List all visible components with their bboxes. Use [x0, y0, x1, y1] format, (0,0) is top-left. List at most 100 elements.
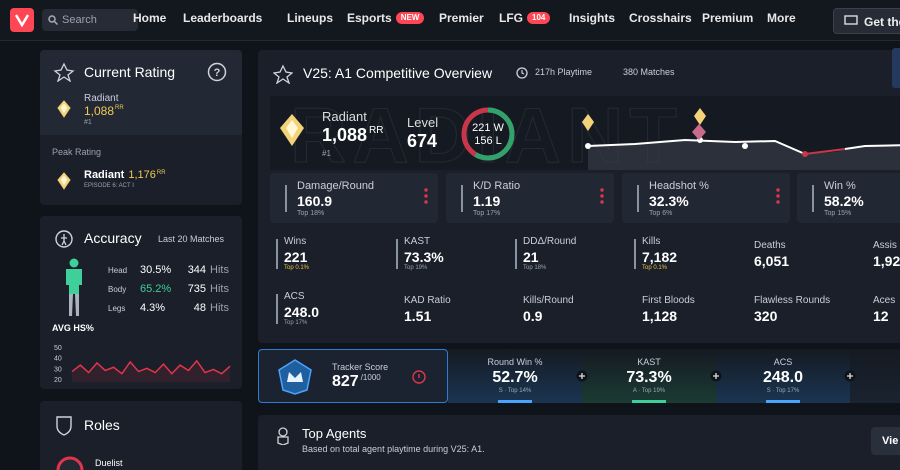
nav-label[interactable]: Home	[133, 11, 167, 25]
stat-value: 1,92	[873, 253, 900, 269]
card-subtitle: Last 20 Matches	[158, 234, 225, 244]
figure-legs	[69, 294, 79, 316]
hit-count-row: 735 Hits	[188, 284, 229, 295]
rating-icon-shape	[53, 62, 75, 82]
hit-unit: Hits	[210, 302, 229, 314]
info-ring	[412, 370, 426, 384]
level-label: Level	[407, 115, 439, 130]
stat-bar	[276, 294, 278, 324]
view-button[interactable]: Vie	[871, 427, 900, 455]
clock-hands	[521, 70, 525, 75]
rating-icon	[53, 62, 75, 82]
hero-rank: Radiant	[322, 109, 367, 124]
stat-card[interactable]: Damage/Round 160.9 Top 18%	[270, 173, 438, 223]
nav-label[interactable]: Esports	[347, 11, 392, 25]
nav-item[interactable]: LFG 104	[499, 11, 551, 25]
stat-value: 1,128	[642, 308, 678, 324]
y-tick-label: 30	[54, 366, 62, 373]
monitor-icon	[844, 15, 858, 25]
overview-card: V25: A1 Competitive Overview 217h Playtim…	[258, 48, 900, 343]
nav-label[interactable]: Insights	[569, 11, 616, 25]
nav-label[interactable]: Leaderboards	[183, 11, 263, 25]
search-handle	[53, 20, 58, 25]
card-top	[40, 50, 242, 135]
nav-item[interactable]: Crosshairs	[629, 12, 692, 24]
nav-item[interactable]: Home	[133, 12, 166, 24]
figure-body	[66, 269, 82, 294]
stat-label: Damage/Round	[297, 180, 375, 192]
top-agents-card: Top Agents Based on total agent playtime …	[258, 415, 900, 470]
kebab-dot	[600, 200, 604, 204]
nav-item[interactable]: Lineups	[287, 12, 333, 24]
nav-item[interactable]: More	[767, 12, 796, 24]
nav-item[interactable]: Insights	[569, 12, 615, 24]
losses-row: 156 L	[470, 136, 506, 147]
search-placeholder: Search	[62, 14, 97, 26]
stat-value: 320	[754, 308, 778, 324]
overview-icon	[273, 64, 293, 84]
help-icon: ?	[207, 62, 227, 82]
hit-unit: Hits	[210, 264, 229, 276]
kebab-dot	[424, 200, 428, 204]
stat-label: Wins	[284, 236, 307, 247]
hit-count-row: 48 Hits	[194, 303, 229, 314]
losses: 156	[474, 135, 493, 147]
stat-card[interactable]: Headshot % 32.3% Top 6%	[622, 173, 790, 223]
nav-label[interactable]: Premium	[702, 11, 754, 25]
stat-percentile: Top 18%	[523, 265, 547, 271]
stat-label: Kills/Round	[523, 295, 574, 306]
nav-item[interactable]: Leaderboards	[183, 12, 262, 24]
hero-unit: RR	[369, 125, 384, 136]
info-icon	[412, 370, 426, 384]
wins-row: 221 W	[470, 123, 506, 134]
rank-name: Radiant	[84, 93, 119, 104]
stat-value: 32.3%	[649, 193, 689, 209]
nav-label[interactable]: More	[767, 11, 796, 25]
nav-item[interactable]: Premier	[439, 12, 484, 24]
tracker-score[interactable]: Tracker Score 827/1000	[258, 349, 448, 403]
stat-label: Kills	[642, 236, 661, 247]
peak-episode: EPISODE 6: ACT I	[84, 183, 134, 189]
search-lens	[48, 15, 56, 23]
shield	[56, 416, 72, 436]
nav-item[interactable]: Esports NEW	[347, 11, 425, 25]
stat-card[interactable]: Win % 58.2% Top 15%	[797, 173, 900, 223]
overview-shape	[273, 64, 293, 84]
tracker-emblem	[278, 359, 312, 395]
tracker-score-value: 827	[332, 373, 359, 390]
view-button-label: Vie	[882, 435, 899, 447]
get-app-button[interactable]: Get the	[833, 8, 900, 34]
hero-rating: 1,088	[322, 125, 368, 145]
rank-position: #1	[84, 119, 92, 126]
stat-card[interactable]: K/D Ratio 1.19 Top 17%	[446, 173, 614, 223]
role-icon	[56, 456, 84, 470]
kebab-menu	[424, 188, 428, 204]
stat-value: 1.19	[473, 193, 501, 209]
matches: 380 Matches	[623, 67, 675, 77]
stat-value: 58.2%	[824, 193, 864, 209]
nav-label[interactable]: LFG	[499, 11, 523, 25]
clock	[516, 67, 528, 79]
stat-bar	[396, 239, 398, 269]
search-box[interactable]: Search	[42, 9, 138, 31]
nav-badge: 104	[527, 12, 551, 24]
tracker-cell: KAST 73.3% A · Top 19%	[582, 349, 716, 403]
peak-rating: 1,176	[128, 169, 156, 181]
nav-item[interactable]: Premium	[702, 12, 753, 24]
nav-label[interactable]: Crosshairs	[629, 11, 692, 25]
tracker-label: Tracker Score	[332, 362, 389, 372]
kebab-dot	[776, 200, 780, 204]
logo[interactable]	[10, 8, 34, 32]
nav-label[interactable]: Premier	[439, 11, 484, 25]
stat-value: 248.0	[284, 304, 320, 320]
tracker-score-max: /1000	[360, 373, 381, 382]
nav-label[interactable]: Lineups	[287, 11, 334, 25]
plus-icon	[576, 370, 588, 382]
card-title: Current Rating	[84, 64, 176, 80]
history-emblem	[692, 124, 706, 140]
current-rating-card: Current Rating? Radiant 1,088 RR #1 Peak Rati…	[40, 50, 242, 205]
stat-bar	[515, 239, 517, 269]
role-name: Duelist	[95, 458, 123, 468]
history-drop	[804, 148, 846, 155]
